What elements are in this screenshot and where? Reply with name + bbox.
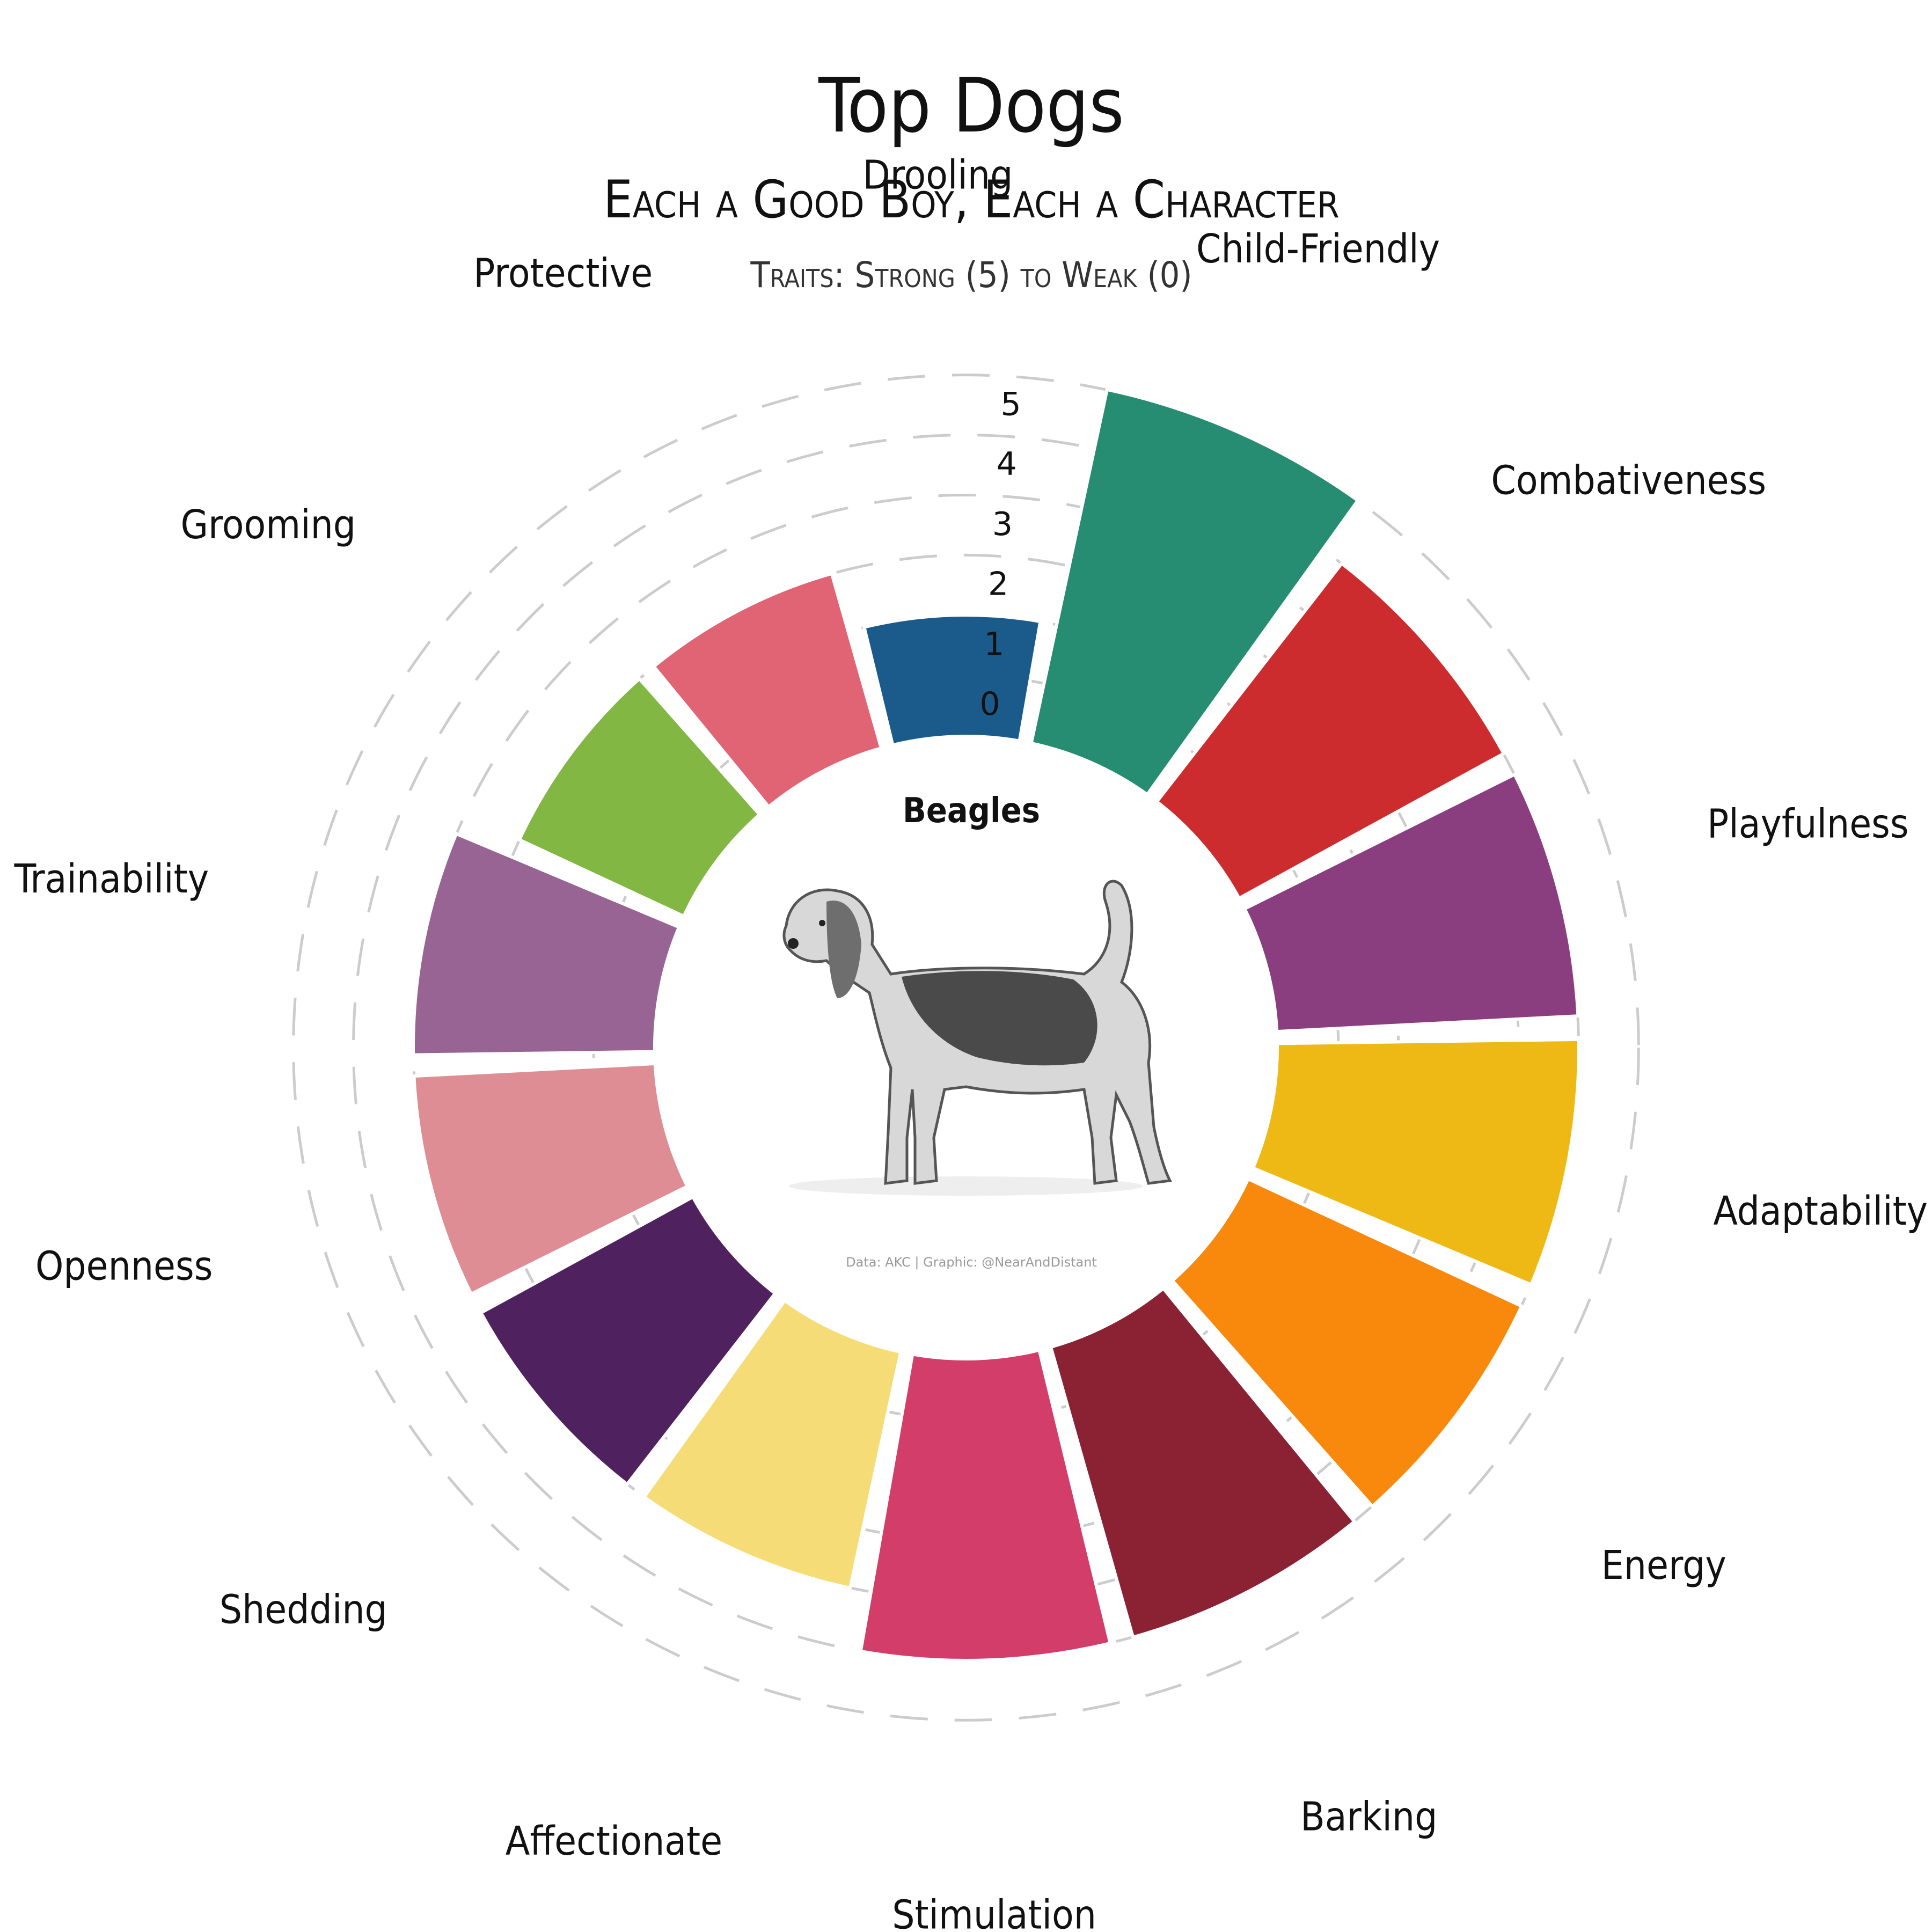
bars [412,387,1580,1662]
label-playfulness: Playfulness [1707,801,1909,847]
scale-tick-1: 1 [984,625,1004,663]
label-stimulation: Stimulation [892,1892,1096,1932]
label-child-friendly: Child-Friendly [1196,226,1440,272]
category-labels: Child-Friendly Combativeness Playfulness Ad… [13,152,1928,1932]
label-grooming: Grooming [180,502,356,548]
scale-tick-2: 2 [988,566,1008,603]
scale-tick-4: 4 [997,445,1017,483]
scale-tick-0: 0 [979,685,1000,723]
bar-drooling [862,613,1043,747]
label-shedding: Shedding [219,1586,387,1633]
label-combativeness: Combativeness [1491,458,1766,504]
scale-tick-5: 5 [1000,386,1021,423]
breed-name: Beagles [903,791,1040,831]
beagle-illustration [782,880,1172,1196]
chart-title: Top Dogs [818,62,1124,150]
label-affectionate: Affectionate [506,1818,722,1864]
label-energy: Energy [1601,1542,1726,1589]
label-barking: Barking [1300,1794,1437,1840]
chart-subtitle: Each a Good Boy, Each a Character [603,170,1340,230]
grid-ring-5 [292,374,1640,1722]
data-credit: Data: AKC | Graphic: @NearAndDistant [846,1255,1097,1270]
scale-ticks: 0 1 2 3 4 5 [979,386,1021,723]
label-adaptability: Adaptability [1713,1188,1928,1234]
label-openness: Openness [35,1243,213,1289]
label-drooling: Drooling [862,152,1013,198]
label-protective: Protective [473,251,653,297]
chart-scale-note: Traits: Strong (5) to Weak (0) [750,254,1192,296]
label-trainability: Trainability [13,856,209,902]
scale-tick-3: 3 [992,506,1013,543]
